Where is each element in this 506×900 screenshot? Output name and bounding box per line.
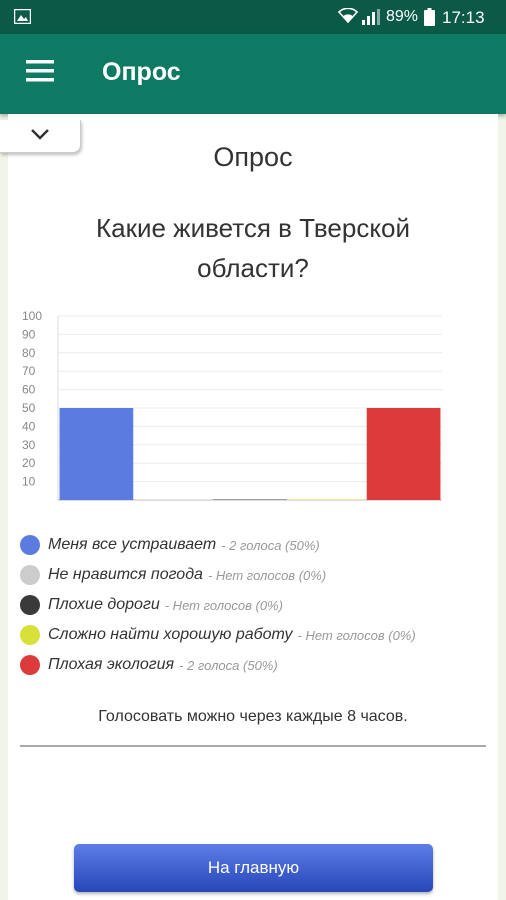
- legend-label: Плохие дороги: [48, 596, 160, 613]
- divider: [20, 745, 486, 747]
- legend-vote-count: - 2 голоса (50%): [221, 537, 320, 553]
- battery-percent: 89%: [386, 8, 419, 25]
- legend-label: Не нравится погода: [48, 566, 203, 583]
- results-bar-chart: 100 90 80 70 60 50 40 30 20 10: [22, 309, 442, 501]
- y-tick-label: 80: [22, 346, 36, 360]
- y-tick-label: 100: [22, 309, 42, 323]
- app-bar: Опрос: [0, 34, 506, 114]
- battery-icon: [424, 8, 435, 26]
- legend-vote-count: - Нет голосов (0%): [164, 597, 283, 613]
- legend-color-dot: [20, 655, 40, 675]
- bar: [136, 499, 211, 500]
- bar: [289, 499, 364, 500]
- legend-label: Сложно найти хорошую работу: [48, 626, 293, 643]
- y-tick-label: 50: [22, 401, 36, 415]
- legend-color-dot: [20, 565, 40, 585]
- y-tick-label: 40: [22, 419, 36, 433]
- poll-card: [8, 114, 498, 900]
- y-tick-label: 30: [22, 438, 36, 452]
- hamburger-menu-icon[interactable]: [26, 60, 54, 82]
- chevron-down-icon: [31, 129, 49, 140]
- bar: [59, 408, 134, 500]
- legend-item: Плохие дороги - Нет голосов (0%): [20, 590, 416, 620]
- legend-item: Сложно найти хорошую работу - Нет голосов…: [20, 620, 416, 650]
- vote-interval-note: Голосовать можно через каждые 8 часов.: [98, 708, 408, 725]
- bar: [366, 408, 441, 500]
- y-tick-label: 20: [22, 456, 36, 470]
- legend-label: Плохая экология: [48, 656, 175, 673]
- collapse-toggle[interactable]: [0, 120, 81, 153]
- legend-item: Плохая экология - 2 голоса (50%): [20, 650, 416, 680]
- wifi-icon: [338, 8, 358, 24]
- legend-label: Меня все устраивает: [48, 536, 217, 553]
- y-tick-label: 10: [22, 475, 36, 489]
- legend-color-dot: [20, 595, 40, 615]
- legend-item: Не нравится погода - Нет голосов (0%): [20, 560, 416, 590]
- legend-vote-count: - 2 голоса (50%): [179, 657, 278, 673]
- legend-color-dot: [20, 625, 40, 645]
- legend-vote-count: - Нет голосов (0%): [297, 627, 416, 643]
- results-legend: Меня все устраивает - 2 голоса (50%) Не нр…: [20, 530, 416, 680]
- clock: 17:13: [442, 8, 485, 27]
- y-tick-label: 70: [22, 364, 36, 378]
- bar: [213, 499, 287, 500]
- poll-heading: Опрос: [213, 142, 293, 172]
- poll-question: Какие живется в Тверской области?: [95, 213, 410, 283]
- legend-vote-count: - Нет голосов (0%): [207, 567, 327, 583]
- image-notification-icon: [14, 9, 31, 24]
- legend-item: Меня все устраивает - 2 голоса (50%): [20, 530, 416, 560]
- signal-icon: [362, 9, 380, 25]
- status-bar: 89% 17:13: [0, 0, 506, 34]
- app-title: Опрос: [102, 58, 181, 86]
- legend-color-dot: [20, 535, 40, 555]
- y-tick-label: 60: [22, 383, 36, 397]
- home-button[interactable]: На главную: [74, 844, 433, 892]
- y-tick-label: 90: [22, 327, 36, 341]
